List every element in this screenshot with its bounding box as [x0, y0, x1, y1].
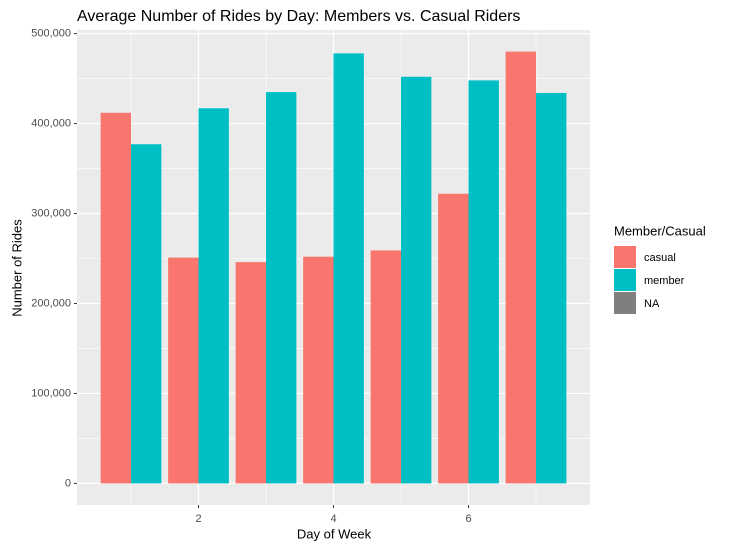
legend-label: NA [644, 298, 660, 310]
bar [401, 76, 432, 484]
bar [266, 92, 297, 484]
legend-title: Member/Casual [614, 223, 706, 238]
chart-title: Average Number of Rides by Day: Members … [77, 8, 520, 25]
bar [438, 193, 469, 484]
bar [168, 257, 199, 484]
y-tick-label: 500,000 [31, 28, 71, 40]
y-tick-label: 200,000 [31, 297, 71, 309]
x-tick-label: 2 [195, 513, 201, 525]
y-axis-title: Number of Rides [9, 219, 24, 317]
bar [505, 51, 536, 484]
y-tick-label: 300,000 [31, 207, 71, 219]
bar [303, 256, 334, 484]
y-tick-label: 100,000 [31, 387, 71, 399]
legend-key [614, 246, 636, 268]
y-tick-label: 0 [65, 477, 71, 489]
bar [536, 92, 567, 484]
bar [468, 80, 499, 484]
bar [333, 53, 364, 484]
bar [235, 262, 266, 484]
legend-label: casual [644, 252, 676, 264]
bar [198, 108, 229, 484]
bar [370, 250, 401, 484]
x-axis-title: Day of Week [297, 526, 372, 541]
y-tick-label: 400,000 [31, 117, 71, 129]
x-tick-label: 4 [330, 513, 336, 525]
legend-key [614, 292, 636, 314]
legend-label: member [644, 275, 685, 287]
x-tick-label: 6 [465, 513, 471, 525]
bar [100, 112, 131, 484]
legend-key [614, 269, 636, 291]
bar [131, 144, 162, 484]
